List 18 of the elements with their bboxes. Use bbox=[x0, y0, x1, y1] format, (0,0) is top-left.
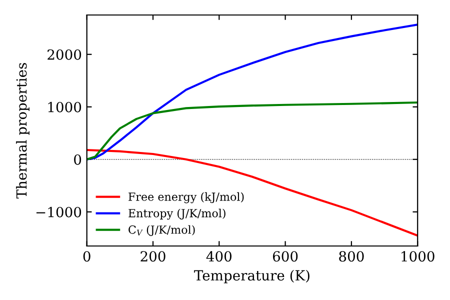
y-tick-label: −1000 bbox=[36, 206, 82, 218]
x-tick-label: 0 bbox=[83, 251, 90, 262]
x-tick-label: 200 bbox=[140, 251, 166, 262]
legend-label: C$_{V}$ (J/K/mol) bbox=[128, 225, 195, 236]
y-tick-label: 0 bbox=[74, 154, 82, 165]
y-tick-label: 2000 bbox=[48, 49, 82, 60]
line-series bbox=[86, 148, 418, 237]
x-tick-label: 600 bbox=[272, 251, 298, 262]
legend-label: Free energy (kJ/mol) bbox=[128, 192, 244, 204]
x-tick-label: 1000 bbox=[402, 251, 434, 262]
x-tick-label: 800 bbox=[339, 251, 364, 262]
x-axis-title: Temperature (K) bbox=[194, 270, 310, 284]
legend-label: Entropy (J/K/mol) bbox=[128, 208, 226, 220]
line-series bbox=[86, 24, 418, 160]
y-tick-label: 1000 bbox=[48, 102, 82, 112]
y-axis-title: Thermal properties bbox=[16, 63, 30, 199]
line-series bbox=[86, 101, 418, 160]
x-tick-label: 400 bbox=[206, 251, 232, 262]
